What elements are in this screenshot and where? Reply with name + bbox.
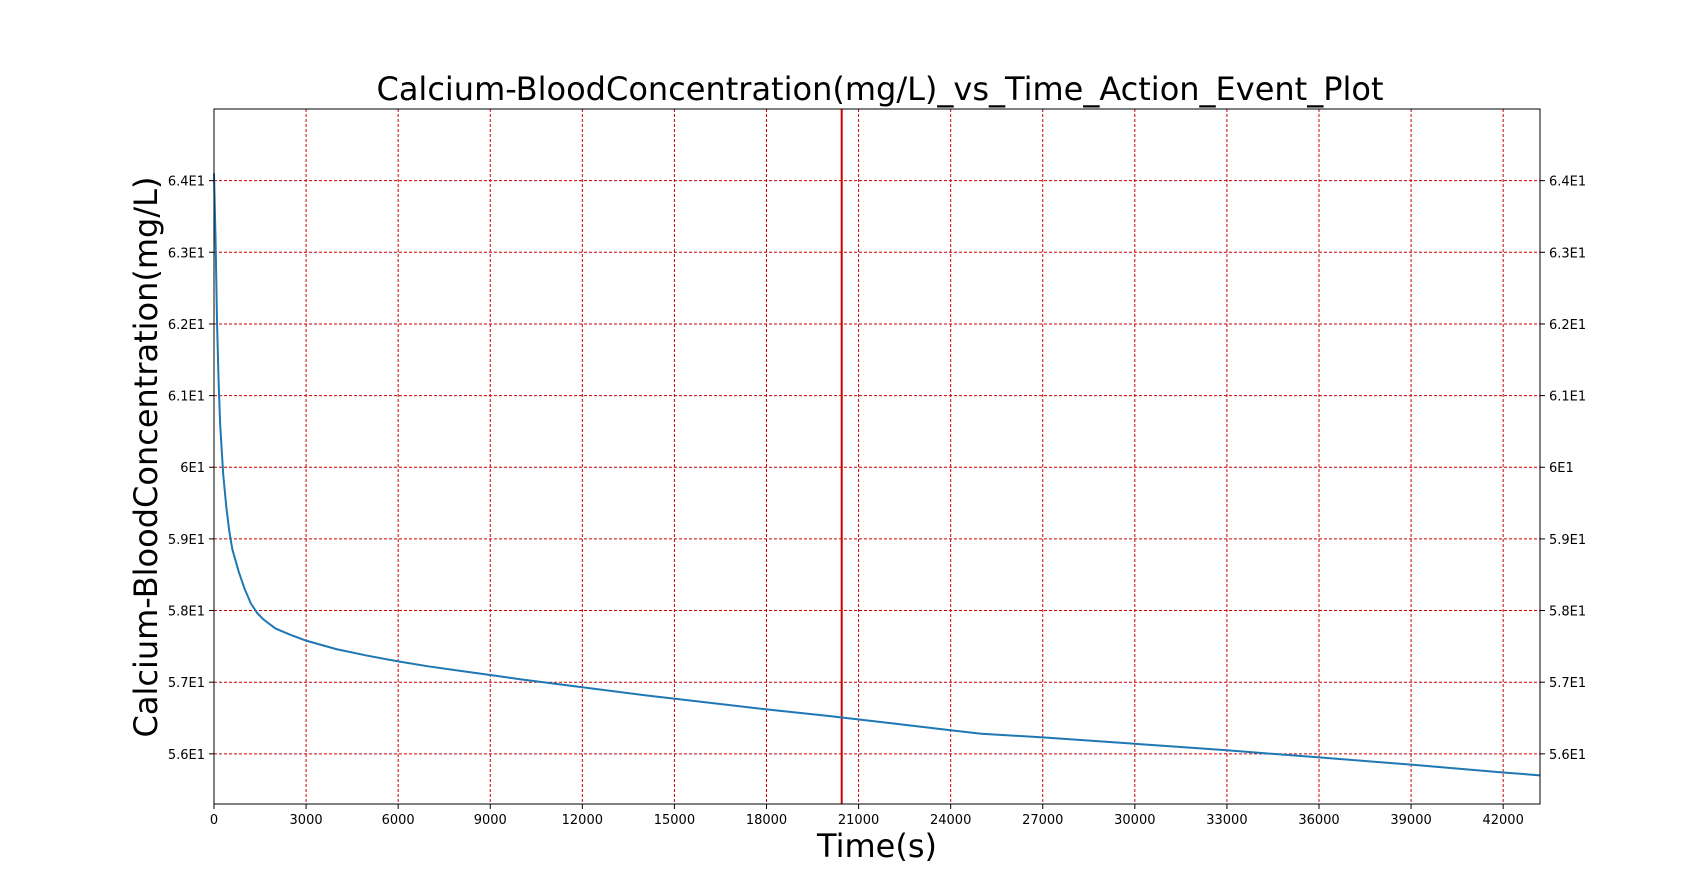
x-tick-label: 36000: [1298, 813, 1339, 828]
x-tick-label: 3000: [290, 813, 323, 828]
x-tick-label: 15000: [654, 813, 695, 828]
y-tick-label-right: 6.1E1: [1549, 390, 1586, 405]
ticks: 0 3000 6000 9000 12000 15000 18000 21000 24000 27…: [168, 175, 1586, 828]
y-tick-label-left: 5.9E1: [168, 533, 205, 548]
y-tick-label-left: 6.1E1: [168, 390, 205, 405]
y-tick-label-right: 6E1: [1549, 461, 1574, 476]
x-tick-label: 24000: [930, 813, 971, 828]
x-tick-label: 0: [210, 813, 218, 828]
y-tick-label-left: 6.2E1: [168, 318, 205, 333]
y-tick-label-left: 6E1: [180, 461, 205, 476]
y-tick-label-right: 5.7E1: [1549, 676, 1586, 691]
x-tick-label: 6000: [382, 813, 415, 828]
y-tick-label-left: 6.4E1: [168, 175, 205, 190]
grid: [214, 109, 1540, 804]
y-tick-label-right: 6.2E1: [1549, 318, 1586, 333]
x-tick-label: 42000: [1482, 813, 1523, 828]
y-tick-label-left: 6.3E1: [168, 246, 205, 261]
y-tick-label-left: 5.6E1: [168, 748, 205, 763]
x-axis-label: Time(s): [816, 827, 937, 865]
x-tick-label: 39000: [1390, 813, 1431, 828]
y-tick-label-right: 5.9E1: [1549, 533, 1586, 548]
x-tick-label: 18000: [746, 813, 787, 828]
y-tick-label-right: 5.6E1: [1549, 748, 1586, 763]
y-tick-label-right: 5.8E1: [1549, 605, 1586, 620]
y-axis-label: Calcium-BloodConcentration(mg/L): [127, 177, 165, 738]
x-tick-label: 21000: [838, 813, 879, 828]
series-line: [213, 173, 1541, 777]
plot-frame: [213, 108, 1541, 805]
series-layer: [213, 173, 1541, 777]
y-tick-label-left: 5.8E1: [168, 605, 205, 620]
y-tick-label-left: 5.7E1: [168, 676, 205, 691]
chart-title: Calcium-BloodConcentration(mg/L)_vs_Time…: [376, 70, 1383, 108]
x-tick-label: 30000: [1114, 813, 1155, 828]
x-tick-label: 12000: [562, 813, 603, 828]
y-tick-label-right: 6.4E1: [1549, 175, 1586, 190]
x-tick-label: 33000: [1206, 813, 1247, 828]
y-tick-label-right: 6.3E1: [1549, 246, 1586, 261]
x-tick-label: 27000: [1022, 813, 1063, 828]
x-tick-label: 9000: [474, 813, 507, 828]
